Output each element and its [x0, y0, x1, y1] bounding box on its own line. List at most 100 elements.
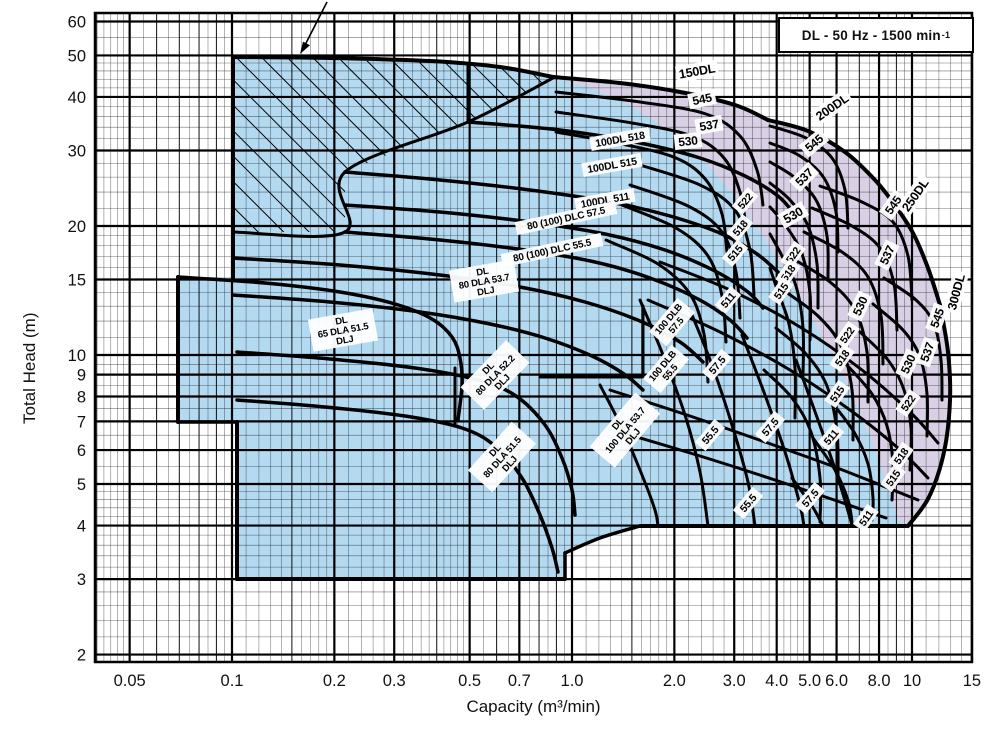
x-tick-label: 4.0: [765, 672, 788, 690]
x-tick-label: 5.0: [798, 672, 821, 690]
label-chip-text: 200DL: [813, 91, 851, 124]
legend-superscript: -1: [941, 30, 951, 40]
label-chip-text: DLJ: [335, 334, 354, 348]
x-tick-label: 0.1: [221, 672, 244, 690]
curve-label-chip: 530: [895, 348, 921, 380]
label-chip-background: [514, 200, 618, 236]
label-chip-background: [925, 302, 949, 334]
label-chip-background: [780, 240, 806, 270]
x-tick-label: 1.0: [561, 672, 584, 690]
label-chip-background: [673, 131, 703, 151]
pump-curve-t-100DLA-53.7-DLJ: [598, 383, 660, 528]
label-chip-background: [581, 152, 643, 178]
pump-curve-f150-522: [638, 163, 756, 297]
x-tick-label: 0.3: [383, 672, 406, 690]
curve-label-chip: 530: [847, 290, 873, 322]
pump-curve-c-80DLA-52.2: [235, 350, 577, 517]
curve-label-chip: 537: [915, 336, 939, 368]
x-tick-label: 10: [903, 672, 921, 690]
pump-curve-steep-3: [740, 333, 806, 528]
pump-curve-cross-4: [658, 260, 940, 445]
label-chip-background: [500, 232, 604, 268]
curve-label-chip: 545: [925, 302, 949, 334]
label-chip-background: [896, 173, 934, 217]
pump-curve-f300-530: [858, 330, 913, 472]
label-chip-background: [895, 388, 921, 418]
pointer-arrow-line: [303, 1, 328, 48]
label-chip-background: [649, 297, 695, 347]
pump-curve-f150-511: [604, 238, 710, 384]
y-tick-label: 4: [77, 518, 86, 536]
label-chip-background: [694, 115, 724, 135]
y-tick-label: 15: [68, 272, 86, 290]
x-tick-label: 0.5: [458, 672, 481, 690]
chart-legend-box: DL - 50 Hz - 1500 min -1: [778, 17, 974, 53]
label-chip-background: [776, 201, 810, 229]
label-chip-background: [754, 410, 786, 444]
label-chip-background: [942, 269, 970, 315]
x-tick-label: 8.0: [868, 672, 891, 690]
axis-tick-labels: 2 3 4 5 6 7 8 9 10 15 20 30 40 50 60 0.05 0.1 0.2 0.3 0.5 0.…: [68, 13, 981, 690]
y-tick-label: 8: [77, 389, 86, 407]
label-chip-background: [880, 463, 906, 493]
label-chip-background: [589, 392, 661, 468]
plot-border: [93, 11, 974, 664]
hatched-region: [233, 57, 553, 232]
pointer-arrow-head: [300, 41, 310, 54]
pump-curve-c-80DLA-53.7: [231, 293, 645, 392]
y-tick-label: 10: [68, 347, 86, 365]
label-chip-text: 545: [927, 306, 947, 330]
label-chip-background: [798, 128, 830, 158]
label-chip-background: [714, 286, 742, 314]
legend-text: DL - 50 Hz - 1500 min: [801, 27, 941, 43]
label-chip-background: [817, 423, 845, 451]
pump-curve-f250-518: [784, 290, 855, 442]
pump-curve-envelope-200DL: [766, 118, 897, 207]
y-tick-label: 60: [68, 13, 86, 31]
pump-curves: [176, 55, 953, 581]
label-chip-background: [674, 59, 720, 83]
pump-curve-f150-537: [554, 110, 748, 230]
label-chip-background: [824, 379, 850, 409]
pump-curve-cross-2: [618, 430, 888, 520]
label-chip-background: [874, 239, 900, 271]
x-tick-label: 15: [963, 672, 981, 690]
curve-label-chip: 530: [673, 131, 703, 151]
pump-curve-envelope-top-50m: [231, 55, 555, 79]
label-chip-text: 150DL: [678, 61, 717, 81]
pump-curve-f200-522: [768, 181, 820, 310]
curve-label-chip: 537: [694, 115, 724, 135]
y-axis-title: Total Head (m): [20, 312, 39, 424]
y-tick-label: 3: [77, 571, 86, 589]
label-chip-background: [701, 348, 733, 382]
y-tick-label: 5: [77, 476, 86, 494]
x-axis-title: Capacity (m³/min): [466, 697, 601, 716]
pump-curve-envelope-300DL: [906, 303, 953, 528]
curve-label-chip: 150DL: [674, 59, 720, 83]
label-chip-text: DLJ: [476, 285, 495, 299]
x-tick-label: 2.0: [663, 672, 686, 690]
x-tick-label: 3.0: [723, 672, 746, 690]
region-fills: [178, 57, 950, 579]
pump-curve-f250-537: [810, 206, 899, 332]
y-tick-label: 20: [68, 218, 86, 236]
label-chip-background: [768, 276, 794, 306]
label-chip-background: [467, 421, 537, 493]
y-tick-label: 30: [68, 143, 86, 161]
label-chip-background: [829, 343, 855, 373]
label-chip-background: [853, 503, 879, 533]
y-tick-label: 2: [77, 647, 86, 665]
pump-curve-f250-545: [818, 184, 914, 302]
label-chip-background: [643, 344, 689, 394]
pump-curve-f200-511: [768, 266, 797, 420]
label-chip-background: [847, 290, 873, 322]
label-chip-text: 537: [917, 340, 937, 364]
curve-label-chip: 200DL: [810, 88, 854, 126]
y-tick-label: 50: [68, 47, 86, 65]
label-chip-background: [888, 441, 914, 471]
label-chip-background: [726, 214, 754, 242]
x-tick-label: 0.7: [508, 672, 531, 690]
label-chip-background: [687, 88, 717, 110]
